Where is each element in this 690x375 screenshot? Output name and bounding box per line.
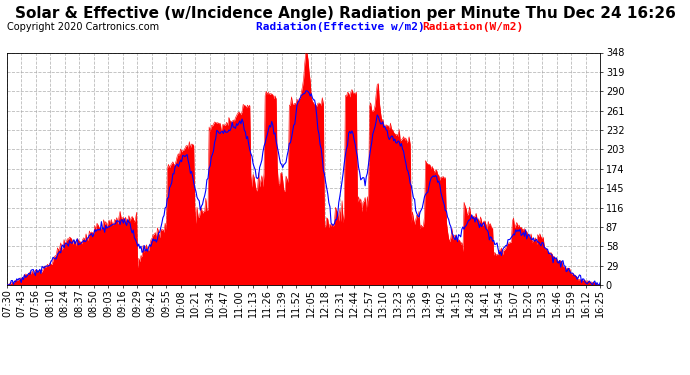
- Text: Radiation(Effective w/m2): Radiation(Effective w/m2): [256, 21, 425, 32]
- Text: Copyright 2020 Cartronics.com: Copyright 2020 Cartronics.com: [7, 22, 159, 32]
- Text: Solar & Effective (w/Incidence Angle) Radiation per Minute Thu Dec 24 16:26: Solar & Effective (w/Incidence Angle) Ra…: [14, 6, 676, 21]
- Text: Radiation(W/m2): Radiation(W/m2): [422, 21, 524, 32]
